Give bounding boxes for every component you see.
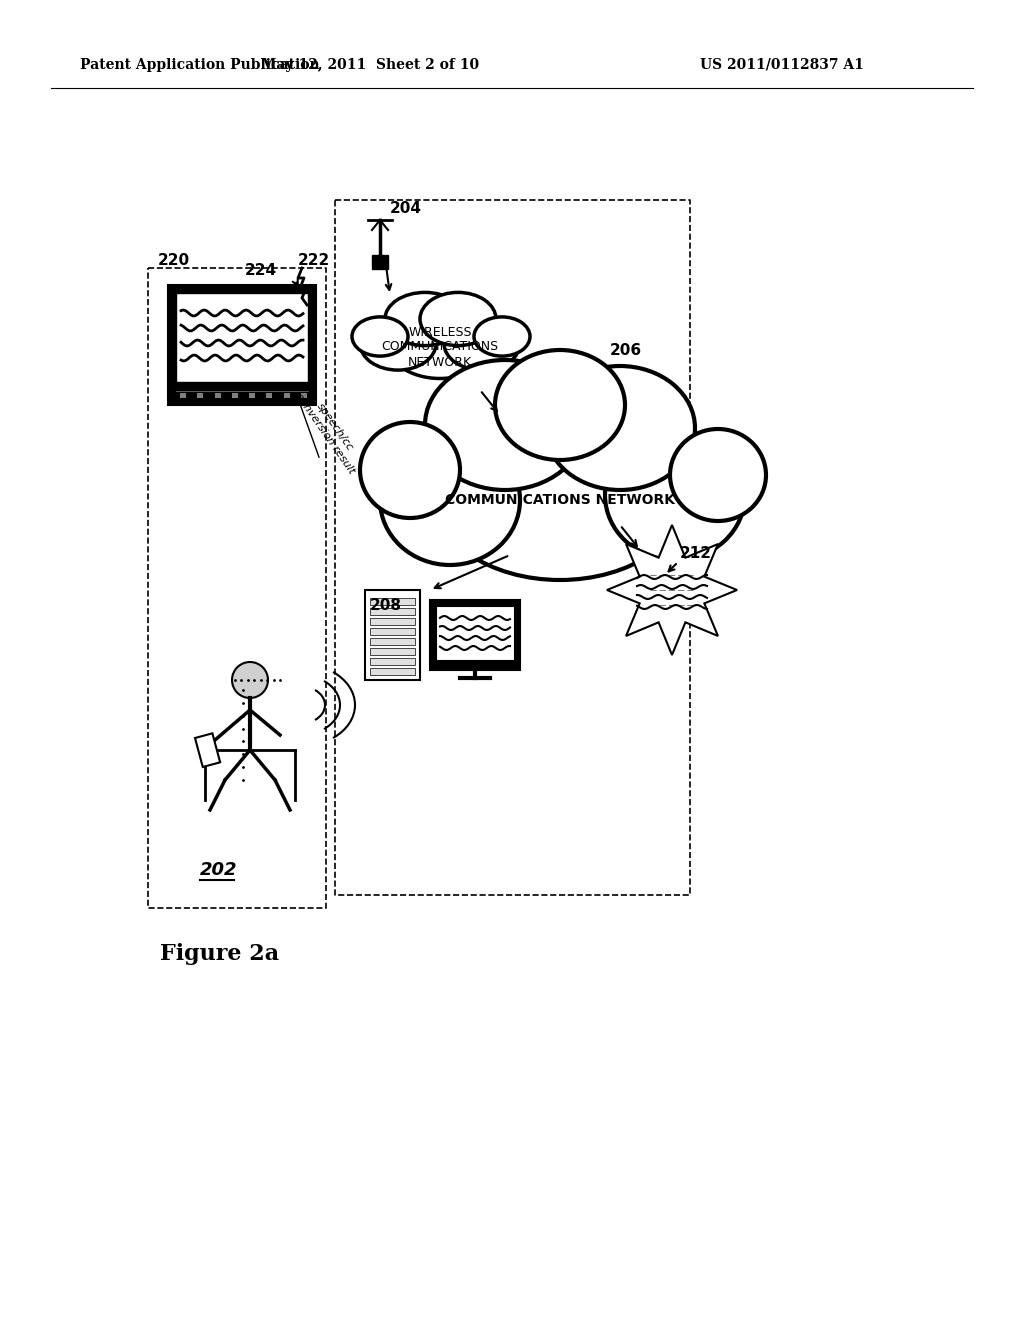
Bar: [148, 268, 326, 908]
Bar: [370, 648, 415, 655]
Bar: [195, 734, 220, 767]
Ellipse shape: [385, 293, 465, 346]
Bar: [370, 668, 415, 675]
Ellipse shape: [605, 430, 745, 560]
Text: Figure 2a: Figure 2a: [160, 942, 280, 965]
Bar: [284, 393, 290, 399]
Text: — — — — —: — — — — —: [650, 587, 694, 593]
Text: 204: 204: [390, 201, 422, 216]
Bar: [370, 598, 415, 605]
Bar: [180, 393, 186, 399]
Text: 212: 212: [680, 546, 712, 561]
Text: 206: 206: [610, 343, 642, 358]
Ellipse shape: [420, 293, 496, 346]
Text: WIRELESS
COMMUNICATIONS
NETWORK: WIRELESS COMMUNICATIONS NETWORK: [381, 326, 499, 368]
Bar: [266, 393, 272, 399]
Bar: [370, 638, 415, 645]
Polygon shape: [607, 525, 737, 655]
Text: 202: 202: [200, 861, 238, 879]
Bar: [370, 609, 415, 615]
Text: 208: 208: [370, 598, 402, 612]
Ellipse shape: [444, 317, 520, 370]
Bar: [231, 393, 238, 399]
Text: — — — — —: — — — — —: [650, 572, 694, 578]
Bar: [370, 618, 415, 624]
Text: Patent Application Publication: Patent Application Publication: [80, 58, 319, 73]
Ellipse shape: [430, 400, 690, 579]
Ellipse shape: [360, 317, 436, 370]
Circle shape: [232, 663, 268, 698]
Ellipse shape: [670, 429, 766, 521]
Ellipse shape: [380, 436, 520, 565]
Bar: [249, 393, 255, 399]
Bar: [430, 601, 520, 671]
Ellipse shape: [495, 350, 625, 459]
Ellipse shape: [425, 360, 585, 490]
Text: US 2011/0112837 A1: US 2011/0112837 A1: [700, 58, 864, 73]
Ellipse shape: [474, 317, 530, 356]
Bar: [335, 201, 690, 895]
Bar: [436, 606, 514, 660]
Text: 224: 224: [245, 263, 278, 279]
Text: COMMUNICATIONS NETWORK: COMMUNICATIONS NETWORK: [445, 492, 675, 507]
Bar: [372, 255, 388, 269]
Ellipse shape: [545, 366, 695, 490]
Ellipse shape: [352, 317, 408, 356]
Ellipse shape: [360, 422, 460, 517]
Bar: [215, 393, 220, 399]
Bar: [301, 393, 307, 399]
Text: May 12, 2011  Sheet 2 of 10: May 12, 2011 Sheet 2 of 10: [261, 58, 479, 73]
Text: 222: 222: [298, 253, 331, 268]
Bar: [370, 657, 415, 665]
Bar: [198, 393, 204, 399]
Text: — — — — —: — — — — —: [650, 602, 694, 609]
Bar: [168, 285, 316, 405]
Bar: [370, 628, 415, 635]
Bar: [176, 293, 308, 381]
Text: speech/cc
conversion result: speech/cc conversion result: [294, 384, 367, 475]
Bar: [365, 590, 420, 680]
Text: 220: 220: [158, 253, 190, 268]
Ellipse shape: [385, 301, 495, 379]
